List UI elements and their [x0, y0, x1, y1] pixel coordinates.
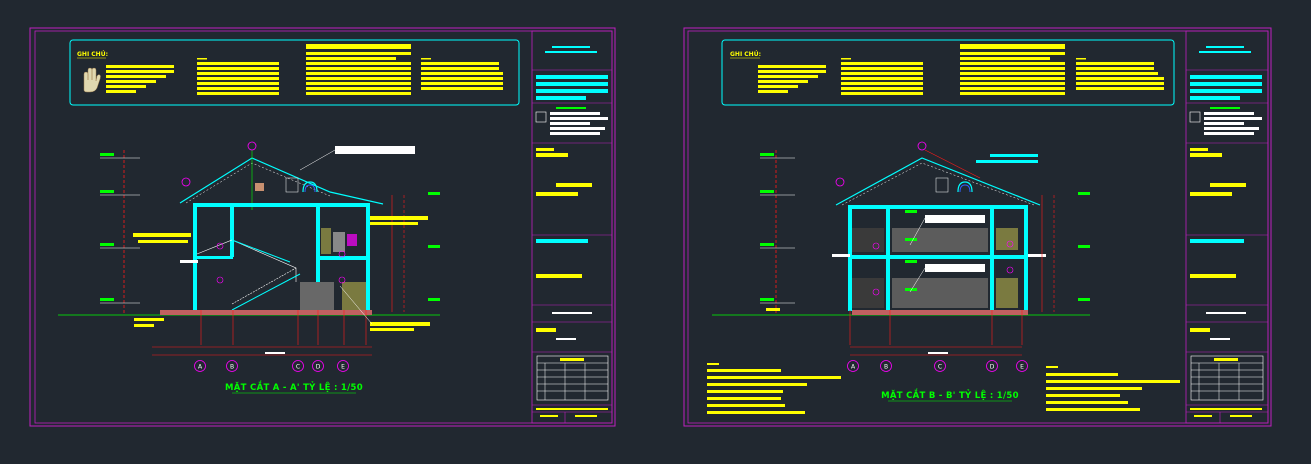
- sheet-1-title-block: [531, 30, 613, 424]
- sheet-1: GHI CHÚ:: [29, 27, 616, 427]
- axis-label: D: [316, 364, 321, 371]
- axis-label: B: [230, 364, 234, 371]
- axis-label: E: [1020, 364, 1024, 371]
- axis-label: A: [198, 364, 203, 371]
- section-a-a-drawing: [58, 141, 440, 356]
- axis-bubble: [312, 360, 324, 372]
- sheet-1-notes-box: GHI CHÚ:: [69, 39, 520, 106]
- axis-bubble: [880, 360, 892, 372]
- sheet-1-axis-row: A B C D E: [194, 360, 349, 372]
- axis-bubble: [986, 360, 998, 372]
- axis-label: A: [851, 364, 856, 371]
- sheet-2-title-block: [1185, 30, 1269, 424]
- section-b-b-drawing: [712, 141, 1090, 356]
- axis-label: E: [341, 364, 345, 371]
- axis-label: B: [884, 364, 888, 371]
- sheet-1-notes-title: GHI CHÚ:: [77, 51, 108, 58]
- axis-bubble: [934, 360, 946, 372]
- sheet-2: GHI CHÚ:: [683, 27, 1272, 427]
- sheet-2-section-title: MẶT CẮT B - B' TỶ LỆ : 1/50: [881, 388, 1019, 401]
- axis-label: C: [296, 364, 300, 371]
- sheet-1-outer-frame: [29, 27, 616, 427]
- sheet-2-notes-title: GHI CHÚ:: [730, 51, 761, 58]
- axis-bubble: [194, 360, 206, 372]
- axis-bubble: [847, 360, 859, 372]
- axis-bubble: [1016, 360, 1028, 372]
- sheet-2-axis-row: A B C D E: [847, 360, 1028, 372]
- axis-label: D: [990, 364, 995, 371]
- sheet-2-notes-box: GHI CHÚ:: [721, 39, 1175, 106]
- axis-bubble: [337, 360, 349, 372]
- axis-label: C: [938, 364, 942, 371]
- axis-bubble: [226, 360, 238, 372]
- sheet-1-section-title: MẶT CẮT A - A' TỶ LỆ : 1/50: [225, 380, 363, 393]
- sheet-2-outer-frame: [683, 27, 1272, 427]
- sheet-2-lower-notes: [707, 363, 1180, 414]
- hand-icon: [83, 67, 101, 93]
- axis-bubble: [292, 360, 304, 372]
